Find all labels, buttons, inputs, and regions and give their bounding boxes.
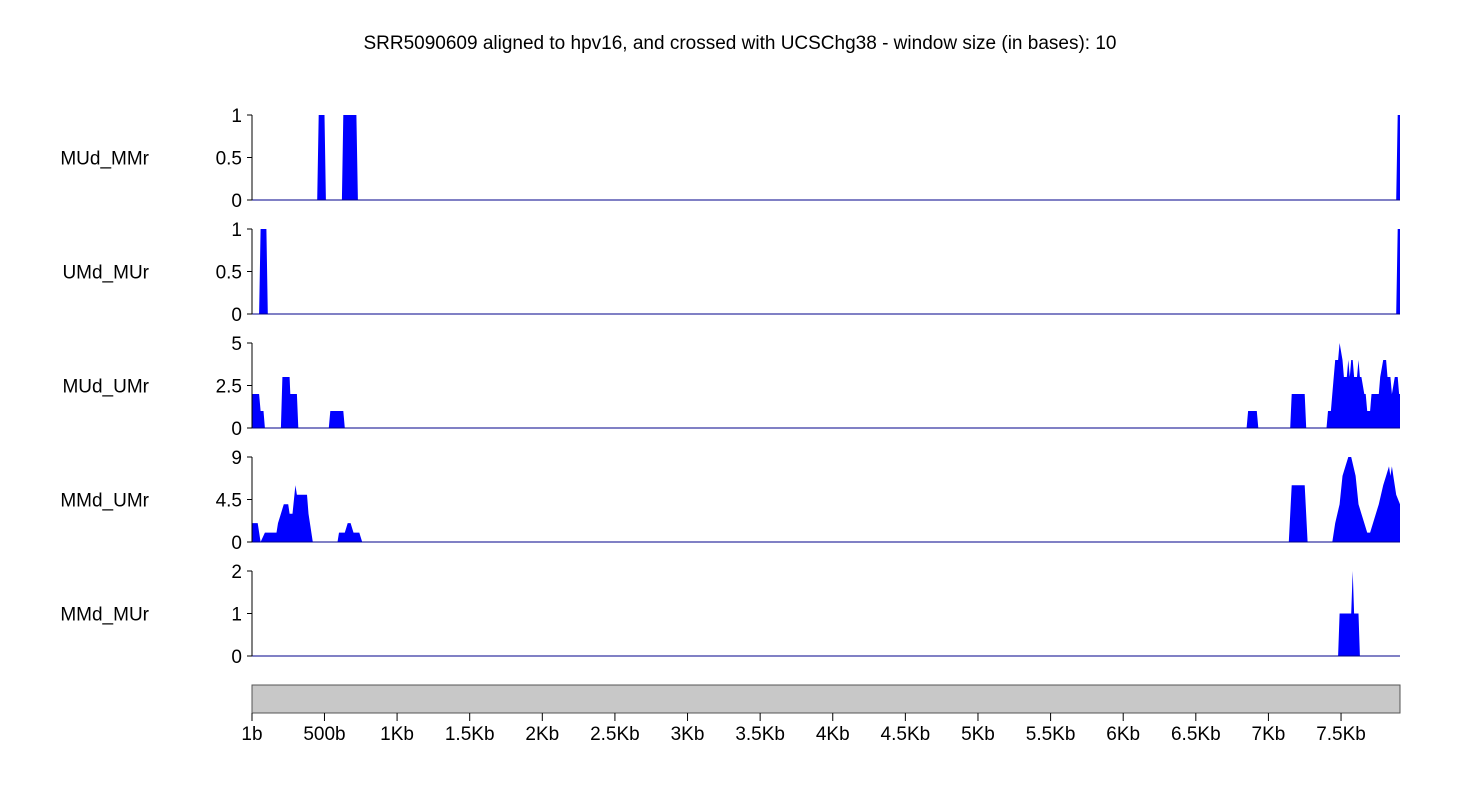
y-tick-label: 2 <box>231 562 242 583</box>
y-tick-label: 0 <box>231 647 242 668</box>
y-tick-label: 2.5 <box>216 377 242 398</box>
coverage-area <box>252 457 1400 542</box>
track-MUd_MMr: 0 0.5 1 MUd_MMr <box>60 106 1400 212</box>
x-tick-label: 2Kb <box>525 724 559 745</box>
track-UMd_MUr: 0 0.5 1 UMd_MUr <box>62 220 1400 326</box>
track-MMd_UMr: 0 4.5 9 MMd_UMr <box>60 448 1400 554</box>
y-tick-label: 0.5 <box>216 263 242 284</box>
y-tick-label: 0 <box>231 305 242 326</box>
x-tick-label: 1b <box>241 724 262 745</box>
x-tick-label: 4Kb <box>816 724 850 745</box>
x-tick-label: 7Kb <box>1252 724 1286 745</box>
y-tick-label: 9 <box>231 448 242 469</box>
y-tick-label: 5 <box>231 334 242 355</box>
track-label: MUd_MMr <box>60 149 149 170</box>
x-tick-label: 4.5Kb <box>881 724 931 745</box>
genome-bar <box>251 684 1401 714</box>
coverage-area <box>252 115 1400 200</box>
x-tick-label: 7.5Kb <box>1316 724 1366 745</box>
track-label: MMd_UMr <box>60 491 149 512</box>
track-label: MUd_UMr <box>62 377 149 398</box>
x-tick-label: 1.5Kb <box>445 724 495 745</box>
x-axis: 1b 500b 1Kb 1.5Kb 2Kb 2.5Kb 3Kb 3.5Kb 4Kb 4.5Kb 5K… <box>241 684 1401 745</box>
y-tick-label: 0 <box>231 191 242 212</box>
x-tick-label: 1Kb <box>380 724 414 745</box>
track-label: MMd_MUr <box>60 605 149 626</box>
x-tick-label: 6Kb <box>1106 724 1140 745</box>
y-tick-label: 0 <box>231 419 242 440</box>
x-tick-label: 500b <box>303 724 345 745</box>
track-panels: 0 0.5 1 MUd_MMr 0 0.5 1 UMd_MUr 0 2.5 5 MUd_UMr 0 4.5… <box>60 106 1400 668</box>
track-MMd_MUr: 0 1 2 MMd_MUr <box>60 562 1400 668</box>
x-tick-label: 5Kb <box>961 724 995 745</box>
y-tick-label: 0.5 <box>216 149 242 170</box>
track-MUd_UMr: 0 2.5 5 MUd_UMr <box>62 334 1400 440</box>
coverage-area <box>252 343 1400 428</box>
x-tick-label: 2.5Kb <box>590 724 640 745</box>
chart-title: SRR5090609 aligned to hpv16, and crossed… <box>363 33 1116 54</box>
y-tick-label: 0 <box>231 533 242 554</box>
y-tick-label: 1 <box>231 605 242 626</box>
x-tick-label: 6.5Kb <box>1171 724 1221 745</box>
x-tick-label: 5.5Kb <box>1026 724 1076 745</box>
coverage-area <box>252 571 1400 656</box>
x-tick-label: 3.5Kb <box>735 724 785 745</box>
x-tick-label: 3Kb <box>671 724 705 745</box>
y-tick-label: 1 <box>231 220 242 241</box>
y-tick-label: 1 <box>231 106 242 127</box>
y-tick-label: 4.5 <box>216 491 242 512</box>
track-label: UMd_MUr <box>62 263 149 284</box>
coverage-area <box>252 229 1400 314</box>
